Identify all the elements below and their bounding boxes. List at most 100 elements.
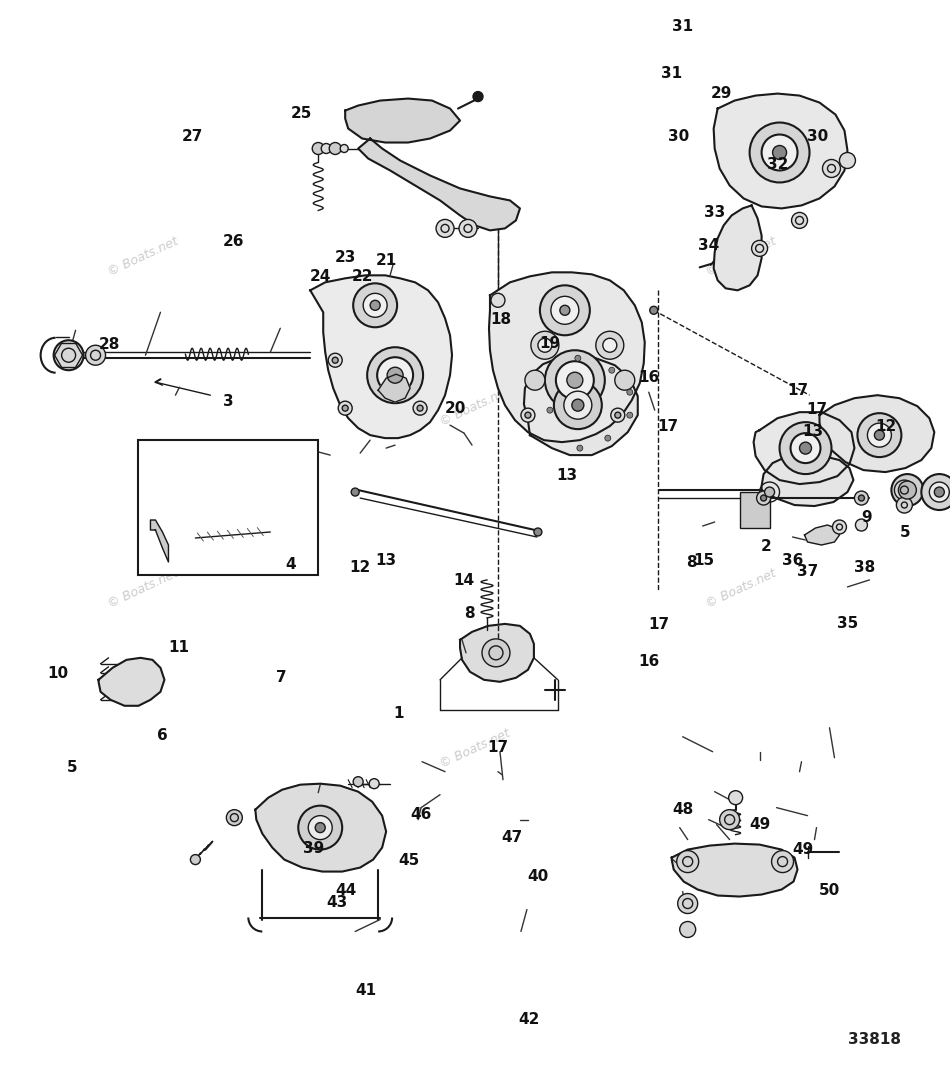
Circle shape [867, 423, 891, 447]
Circle shape [417, 406, 423, 411]
Circle shape [929, 483, 949, 502]
Circle shape [342, 406, 348, 411]
Text: 7: 7 [276, 670, 286, 685]
Circle shape [340, 144, 348, 153]
Circle shape [332, 357, 339, 363]
Text: 31: 31 [661, 66, 682, 81]
Text: 49: 49 [749, 817, 771, 832]
Circle shape [728, 791, 743, 805]
Text: © Boats.net: © Boats.net [106, 566, 181, 610]
Polygon shape [150, 520, 168, 562]
Polygon shape [820, 395, 934, 472]
Polygon shape [713, 93, 847, 209]
Circle shape [720, 810, 740, 829]
Text: 21: 21 [376, 253, 397, 268]
Text: 3: 3 [223, 394, 234, 409]
Text: 49: 49 [792, 842, 814, 857]
Polygon shape [489, 273, 645, 442]
Circle shape [791, 213, 807, 228]
Circle shape [823, 159, 841, 178]
Circle shape [627, 389, 632, 395]
Circle shape [627, 412, 632, 418]
Circle shape [677, 851, 699, 872]
Circle shape [482, 639, 510, 667]
Text: 26: 26 [223, 233, 244, 248]
Circle shape [840, 153, 856, 168]
Circle shape [538, 338, 552, 352]
Text: 20: 20 [445, 401, 467, 416]
Circle shape [614, 412, 621, 418]
Circle shape [190, 855, 201, 865]
Circle shape [859, 495, 864, 501]
Text: 48: 48 [672, 802, 693, 817]
Text: 50: 50 [819, 884, 841, 899]
Polygon shape [671, 843, 798, 897]
Circle shape [564, 392, 592, 419]
Text: 10: 10 [48, 667, 68, 682]
Circle shape [751, 241, 767, 257]
Text: 44: 44 [335, 884, 357, 899]
Circle shape [551, 296, 579, 324]
Circle shape [353, 284, 398, 327]
Circle shape [534, 528, 542, 536]
Polygon shape [99, 658, 165, 706]
Text: 40: 40 [528, 870, 549, 885]
Circle shape [547, 408, 553, 413]
Circle shape [351, 488, 359, 496]
Text: © Boats.net: © Boats.net [438, 727, 513, 770]
Circle shape [605, 435, 611, 441]
Text: 37: 37 [797, 564, 819, 579]
Circle shape [567, 372, 583, 388]
Text: © Boats.net: © Boats.net [704, 566, 779, 610]
Text: © Boats.net: © Boats.net [106, 235, 181, 279]
Text: 14: 14 [454, 574, 475, 588]
Text: 29: 29 [710, 87, 732, 102]
Circle shape [800, 442, 811, 454]
Text: 15: 15 [693, 553, 714, 568]
Text: 16: 16 [639, 654, 660, 669]
Circle shape [891, 474, 923, 506]
Circle shape [894, 480, 914, 500]
Text: 24: 24 [310, 269, 331, 284]
Circle shape [934, 487, 944, 498]
Text: 42: 42 [518, 1011, 539, 1026]
Text: 8: 8 [464, 606, 475, 621]
Circle shape [369, 779, 379, 789]
Text: 30: 30 [669, 128, 689, 143]
Text: 19: 19 [539, 336, 560, 351]
Circle shape [874, 430, 884, 440]
Circle shape [574, 355, 581, 362]
Text: 1: 1 [393, 706, 403, 721]
Text: 17: 17 [806, 402, 828, 417]
Circle shape [614, 370, 634, 391]
Text: 45: 45 [398, 854, 419, 869]
Text: © Boats.net: © Boats.net [438, 385, 513, 429]
Circle shape [603, 338, 617, 352]
Text: 8: 8 [687, 555, 697, 570]
Text: 38: 38 [854, 560, 876, 575]
Circle shape [772, 146, 786, 159]
Text: 6: 6 [157, 729, 167, 744]
Circle shape [86, 346, 106, 365]
Circle shape [609, 367, 614, 373]
Polygon shape [255, 783, 386, 872]
Text: 5: 5 [67, 761, 77, 776]
Polygon shape [345, 98, 460, 142]
Circle shape [299, 806, 342, 850]
Polygon shape [762, 454, 853, 506]
Text: 41: 41 [355, 982, 376, 997]
Bar [139, 440, 319, 575]
Text: 4: 4 [285, 557, 296, 572]
Circle shape [832, 520, 846, 534]
Text: 27: 27 [182, 128, 204, 143]
Circle shape [854, 491, 868, 505]
Circle shape [521, 408, 534, 423]
Circle shape [545, 350, 605, 410]
Circle shape [790, 433, 821, 463]
Circle shape [525, 370, 545, 391]
Circle shape [899, 482, 917, 499]
Circle shape [339, 401, 352, 415]
Text: 28: 28 [99, 337, 121, 352]
Text: 25: 25 [291, 107, 313, 122]
Circle shape [596, 332, 624, 360]
